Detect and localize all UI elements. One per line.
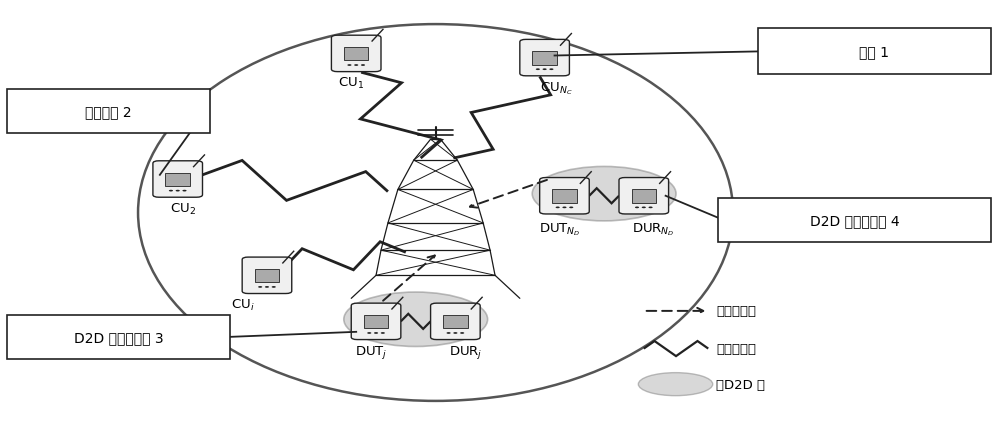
Circle shape [536,69,540,71]
FancyBboxPatch shape [540,178,589,214]
Text: $\mathrm{DUT}_j$: $\mathrm{DUT}_j$ [355,343,387,360]
Circle shape [543,69,547,71]
Circle shape [367,332,371,334]
Circle shape [176,190,180,192]
Text: $\mathrm{CU}_2$: $\mathrm{CU}_2$ [170,201,196,216]
Ellipse shape [532,167,676,222]
Text: ：干扰链路: ：干扰链路 [716,305,756,318]
Circle shape [549,69,553,71]
Ellipse shape [344,292,488,347]
FancyBboxPatch shape [758,29,991,75]
FancyBboxPatch shape [431,303,480,340]
Circle shape [447,332,451,334]
Text: ：通信链路: ：通信链路 [716,342,756,355]
Text: $\mathrm{CU}_{N_C}$: $\mathrm{CU}_{N_C}$ [540,80,573,97]
FancyBboxPatch shape [520,40,569,77]
FancyBboxPatch shape [351,303,401,340]
Text: $\mathrm{DUR}_{N_D}$: $\mathrm{DUR}_{N_D}$ [632,222,675,238]
Circle shape [642,207,646,209]
Circle shape [453,332,457,334]
Text: 基站 1: 基站 1 [859,45,889,59]
Text: $\mathrm{CU}_1$: $\mathrm{CU}_1$ [338,76,364,91]
Circle shape [354,65,358,67]
FancyBboxPatch shape [619,178,669,214]
Bar [632,190,656,203]
Bar [443,315,468,328]
Circle shape [258,286,262,288]
Text: ：D2D 对: ：D2D 对 [716,378,765,391]
Bar [344,48,368,61]
FancyBboxPatch shape [153,161,203,198]
Circle shape [556,207,560,209]
FancyBboxPatch shape [718,199,991,242]
Bar [532,52,557,65]
Text: $\mathrm{DUR}_j$: $\mathrm{DUR}_j$ [449,343,482,360]
Circle shape [562,207,567,209]
Circle shape [381,332,385,334]
Ellipse shape [638,373,713,396]
Circle shape [569,207,573,209]
Bar [165,173,190,187]
Text: 蜂窝用户 2: 蜂窝用户 2 [85,105,132,119]
Text: $\mathrm{DUT}_{N_D}$: $\mathrm{DUT}_{N_D}$ [539,222,580,238]
Circle shape [460,332,464,334]
Text: D2D 用户发送端 3: D2D 用户发送端 3 [74,330,164,344]
Circle shape [169,190,173,192]
Circle shape [265,286,269,288]
Bar [552,190,577,203]
Bar [255,269,279,282]
Circle shape [374,332,378,334]
FancyBboxPatch shape [331,36,381,72]
Text: D2D 用户接收端 4: D2D 用户接收端 4 [810,213,899,227]
Circle shape [182,190,187,192]
Circle shape [649,207,653,209]
Text: $\mathrm{CU}_i$: $\mathrm{CU}_i$ [231,297,255,312]
FancyBboxPatch shape [7,90,210,134]
Circle shape [347,65,351,67]
FancyBboxPatch shape [7,315,230,359]
FancyBboxPatch shape [242,257,292,294]
Bar [364,315,388,328]
Circle shape [635,207,639,209]
Circle shape [361,65,365,67]
Circle shape [272,286,276,288]
